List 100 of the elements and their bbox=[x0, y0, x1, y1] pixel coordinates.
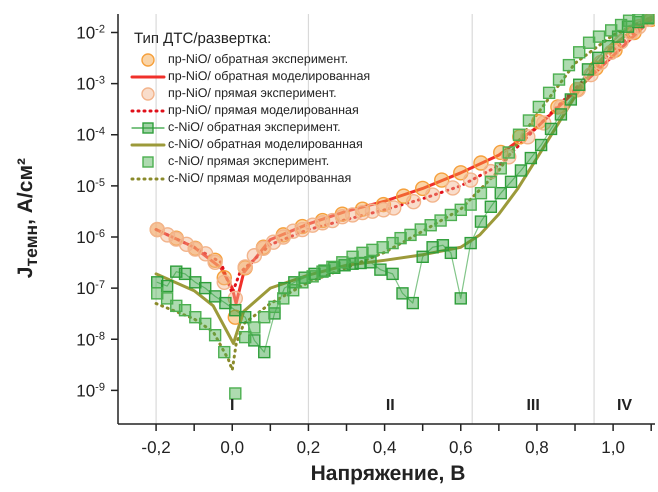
y-tick-label: 10$^{-4}$ bbox=[76, 126, 105, 145]
point bbox=[592, 30, 606, 43]
point bbox=[296, 276, 309, 288]
point bbox=[229, 387, 242, 400]
x-tick-label: 0,6 bbox=[448, 438, 473, 457]
point bbox=[453, 165, 468, 181]
legend-label: с-NiO/ прямая эксперимент. bbox=[168, 153, 330, 170]
legend-label: с-NiO/ прямая моделированная bbox=[168, 170, 352, 187]
point bbox=[178, 268, 192, 280]
point bbox=[239, 311, 252, 324]
point bbox=[248, 321, 261, 334]
point bbox=[406, 296, 419, 310]
point bbox=[208, 290, 222, 303]
point bbox=[189, 276, 202, 288]
legend-label: с-NiO/ обратная моделированная bbox=[168, 136, 363, 153]
y-tick-label: 10$^{-3}$ bbox=[76, 74, 105, 94]
point bbox=[216, 274, 232, 290]
point bbox=[464, 198, 477, 211]
point bbox=[474, 215, 488, 228]
point bbox=[229, 304, 242, 316]
point bbox=[406, 194, 422, 210]
x-tick-label: 0,8 bbox=[525, 438, 549, 457]
legend-label: пр-NiO/ прямая моделированная bbox=[168, 102, 359, 119]
y-tick-label: 10$^{-7}$ bbox=[76, 279, 105, 298]
point bbox=[208, 329, 222, 342]
annotation: III bbox=[526, 397, 540, 414]
point bbox=[464, 236, 477, 250]
point bbox=[434, 172, 450, 188]
point bbox=[522, 114, 536, 127]
point bbox=[504, 176, 518, 188]
point bbox=[512, 128, 526, 141]
point bbox=[286, 284, 300, 296]
point bbox=[502, 146, 515, 159]
point bbox=[514, 164, 528, 177]
point bbox=[277, 292, 290, 305]
point bbox=[424, 187, 440, 203]
y-tick-label: 10$^{-2}$ bbox=[76, 23, 105, 42]
x-tick-label: -0,2 bbox=[141, 438, 171, 457]
point bbox=[199, 282, 212, 294]
annotation: I bbox=[230, 397, 234, 414]
point bbox=[386, 200, 402, 216]
point bbox=[404, 228, 417, 242]
point bbox=[218, 346, 230, 358]
point bbox=[454, 292, 467, 305]
point bbox=[473, 155, 489, 171]
point bbox=[602, 40, 614, 52]
x-tick-label: 0,4 bbox=[372, 438, 396, 457]
point bbox=[484, 176, 498, 188]
point bbox=[374, 263, 387, 276]
point bbox=[552, 73, 566, 86]
point bbox=[444, 246, 458, 260]
legend-label: пр-NiO/ обратная эксперимент. bbox=[168, 51, 348, 68]
point bbox=[424, 219, 437, 232]
annotation: II bbox=[386, 397, 395, 414]
point bbox=[554, 108, 568, 121]
point bbox=[178, 304, 192, 316]
legend-label: пр-NiO/ прямая эксперимент. bbox=[168, 85, 337, 102]
legend-label: с-NiO/ обратная эксперимент. bbox=[168, 119, 341, 136]
point bbox=[474, 186, 488, 200]
point bbox=[396, 287, 409, 300]
point bbox=[562, 58, 576, 72]
point bbox=[239, 330, 252, 344]
point bbox=[542, 86, 556, 100]
legend-label: пр-NiO/ обратная моделированная bbox=[168, 68, 370, 85]
point bbox=[160, 292, 174, 305]
point bbox=[605, 24, 618, 37]
point bbox=[494, 162, 507, 175]
x-tick-label: 0,0 bbox=[220, 438, 244, 457]
legend-title: Тип ДТС/развертка: bbox=[134, 30, 272, 47]
point bbox=[454, 204, 467, 216]
x-tick-label: 1,0 bbox=[601, 438, 625, 457]
point bbox=[462, 172, 478, 188]
point bbox=[306, 270, 319, 283]
point bbox=[534, 138, 548, 152]
annotation: IV bbox=[616, 397, 632, 414]
point bbox=[198, 246, 214, 262]
point bbox=[582, 36, 596, 49]
point bbox=[564, 93, 578, 106]
point bbox=[582, 63, 594, 76]
point bbox=[484, 200, 498, 213]
point bbox=[544, 122, 558, 136]
point bbox=[189, 311, 202, 324]
point bbox=[160, 280, 174, 292]
point bbox=[386, 268, 399, 280]
point bbox=[494, 186, 507, 200]
point bbox=[366, 244, 379, 256]
y-tick-label: 10$^{-6}$ bbox=[76, 228, 105, 247]
x-axis-title: Напряжение, В bbox=[310, 462, 466, 486]
x-tick-label: 0,2 bbox=[296, 438, 320, 457]
y-tick-label: 10$^{-9}$ bbox=[76, 381, 105, 400]
point bbox=[258, 346, 270, 358]
point bbox=[444, 208, 458, 222]
point bbox=[336, 256, 349, 268]
y-tick-label: 10$^{-8}$ bbox=[76, 330, 105, 350]
point bbox=[219, 296, 232, 310]
point bbox=[524, 152, 538, 164]
point bbox=[199, 318, 212, 330]
point bbox=[416, 250, 429, 263]
point bbox=[573, 46, 586, 58]
point bbox=[532, 100, 546, 114]
